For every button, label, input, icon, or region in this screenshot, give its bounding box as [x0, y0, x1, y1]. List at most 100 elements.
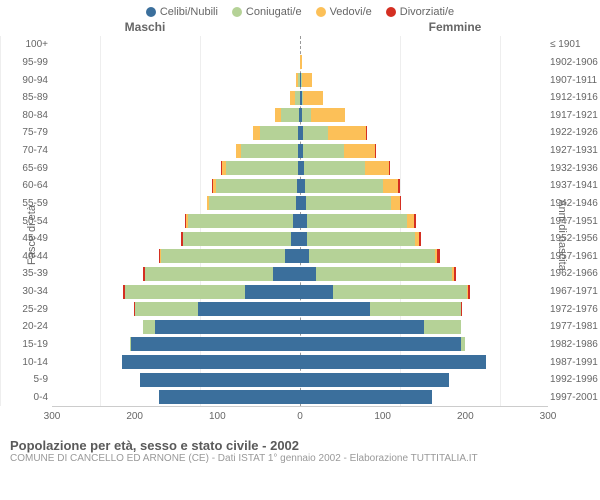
x-tick: 100: [209, 411, 226, 422]
bar-female: [300, 285, 548, 299]
bar-segment: [260, 126, 299, 140]
bar-female: [300, 144, 548, 158]
age-tick: 55-59: [14, 198, 48, 209]
bar-segment: [122, 355, 300, 369]
age-tick: 95-99: [14, 57, 48, 68]
bar-segment: [155, 320, 300, 334]
age-row: 25-291972-1976: [52, 300, 548, 318]
bar-segment: [307, 232, 414, 246]
bar-segment: [333, 285, 467, 299]
age-row: 5-91992-1996: [52, 371, 548, 389]
bar-segment: [303, 126, 328, 140]
bar-segment: [241, 144, 298, 158]
age-row: 90-941907-1911: [52, 71, 548, 89]
age-tick: 40-44: [14, 251, 48, 262]
bar-female: [300, 196, 548, 210]
birth-tick: 1937-1941: [550, 180, 600, 191]
age-row: 95-991902-1906: [52, 54, 548, 72]
bar-segment: [414, 214, 416, 228]
bar-female: [300, 161, 548, 175]
x-tick: 300: [540, 411, 557, 422]
bar-segment: [311, 108, 345, 122]
bar-segment: [304, 161, 365, 175]
bar-segment: [300, 249, 309, 263]
age-row: 30-341967-1971: [52, 283, 548, 301]
birth-tick: 1972-1976: [550, 304, 600, 315]
bar-male: [52, 249, 300, 263]
bar-male: [52, 214, 300, 228]
birth-tick: 1932-1936: [550, 163, 600, 174]
bar-male: [52, 355, 300, 369]
age-tick: 85-89: [14, 92, 48, 103]
bar-female: [300, 108, 548, 122]
birth-tick: 1942-1946: [550, 198, 600, 209]
bar-segment: [365, 161, 389, 175]
age-tick: 70-74: [14, 145, 48, 156]
bar-segment: [468, 285, 470, 299]
bar-male: [52, 38, 300, 52]
age-tick: 60-64: [14, 180, 48, 191]
bar-segment: [391, 196, 400, 210]
bar-male: [52, 373, 300, 387]
x-tick: 200: [457, 411, 474, 422]
birth-tick: ≤ 1901: [550, 39, 600, 50]
age-row: 10-141987-1991: [52, 353, 548, 371]
bar-segment: [291, 232, 300, 246]
age-tick: 10-14: [14, 357, 48, 368]
bar-male: [52, 55, 300, 69]
bar-segment: [245, 285, 300, 299]
legend-swatch: [146, 7, 156, 17]
bar-segment: [305, 179, 383, 193]
bar-female: [300, 390, 548, 404]
bar-segment: [316, 267, 452, 281]
age-row: 50-541947-1951: [52, 212, 548, 230]
age-row: 65-691932-1936: [52, 159, 548, 177]
bar-segment: [389, 161, 390, 175]
bar-segment: [366, 126, 367, 140]
bar-female: [300, 320, 548, 334]
bar-segment: [375, 144, 376, 158]
birth-tick: 1927-1931: [550, 145, 600, 156]
bar-female: [300, 38, 548, 52]
bar-male: [52, 390, 300, 404]
bar-segment: [253, 126, 260, 140]
bar-segment: [125, 285, 245, 299]
bar-segment: [226, 161, 298, 175]
bar-segment: [306, 196, 391, 210]
birth-tick: 1962-1966: [550, 268, 600, 279]
legend-label: Coniugati/e: [246, 6, 302, 18]
bar-female: [300, 55, 548, 69]
bar-segment: [344, 144, 375, 158]
x-tick: 300: [44, 411, 61, 422]
bar-segment: [383, 179, 399, 193]
bar-segment: [143, 320, 155, 334]
age-tick: 100+: [14, 39, 48, 50]
age-row: 80-841917-1921: [52, 107, 548, 125]
bar-segment: [424, 320, 461, 334]
pyramid-rows: 100+≤ 190195-991902-190690-941907-191185…: [52, 36, 548, 406]
gridline: [0, 36, 1, 406]
legend-label: Divorziati/e: [400, 6, 454, 18]
birth-tick: 1947-1951: [550, 216, 600, 227]
bar-segment: [300, 390, 432, 404]
bar-segment: [300, 337, 461, 351]
chart-title: Popolazione per età, sesso e stato civil…: [10, 438, 590, 453]
bar-segment: [135, 302, 199, 316]
birth-tick: 1967-1971: [550, 286, 600, 297]
age-row: 45-491952-1956: [52, 230, 548, 248]
legend-label: Celibi/Nubili: [160, 6, 218, 18]
age-tick: 30-34: [14, 286, 48, 297]
bar-male: [52, 179, 300, 193]
bar-male: [52, 232, 300, 246]
bar-segment: [303, 91, 323, 105]
bar-male: [52, 285, 300, 299]
bar-female: [300, 302, 548, 316]
chart-subtitle: COMUNE DI CANCELLO ED ARNONE (CE) - Dati…: [10, 453, 590, 464]
age-row: 60-641937-1941: [52, 177, 548, 195]
bar-segment: [309, 249, 435, 263]
age-tick: 25-29: [14, 304, 48, 315]
age-tick: 65-69: [14, 163, 48, 174]
bar-segment: [461, 337, 465, 351]
age-row: 20-241977-1981: [52, 318, 548, 336]
x-tick: 0: [297, 411, 303, 422]
